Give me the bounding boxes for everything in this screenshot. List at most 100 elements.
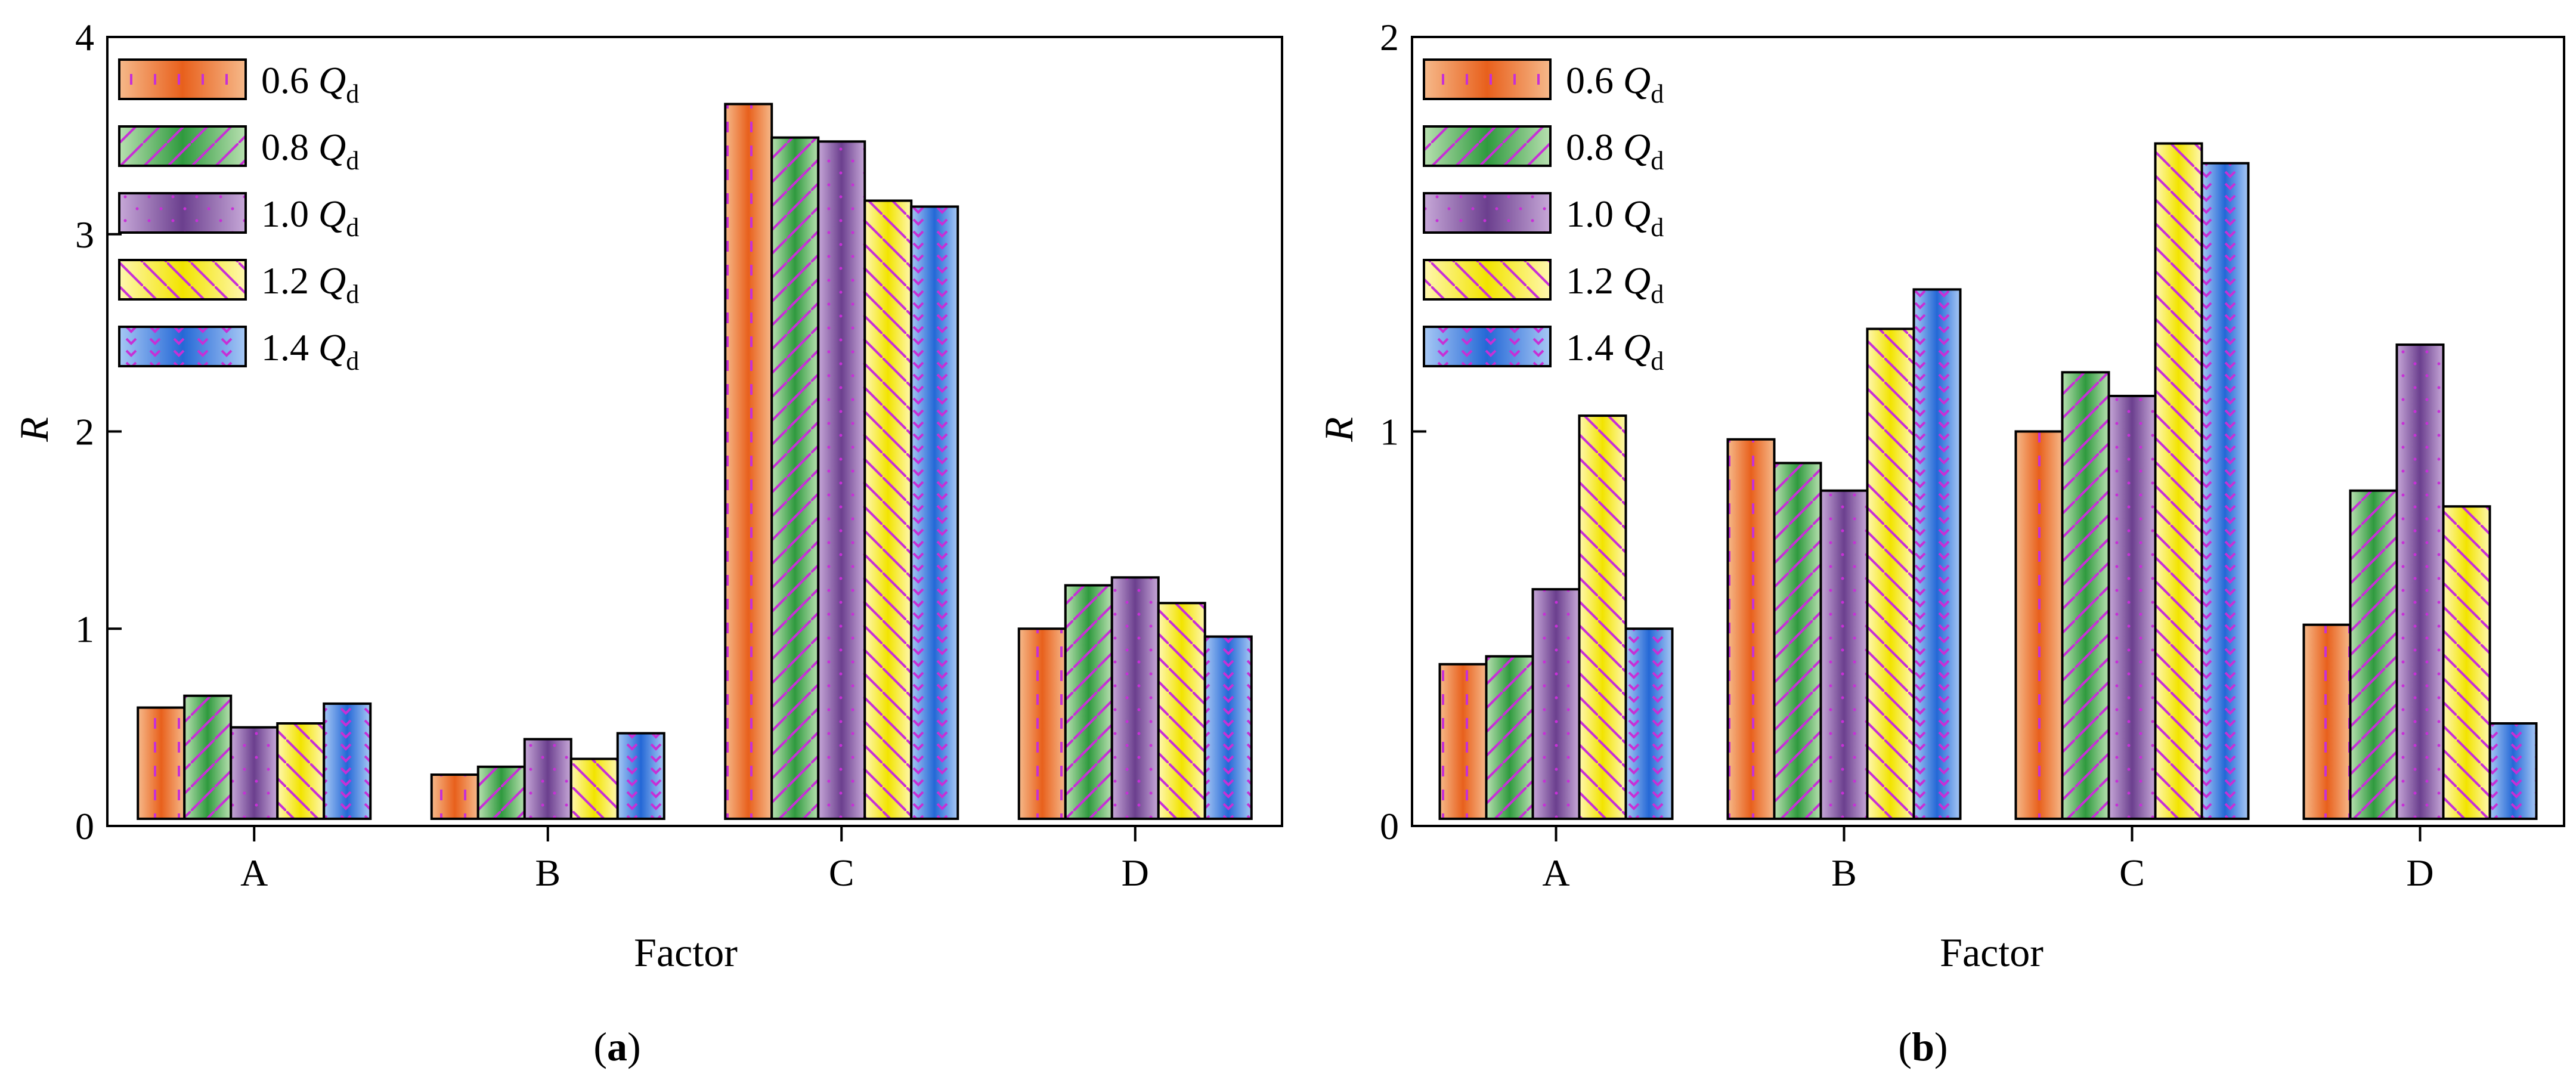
bar-outline bbox=[1912, 288, 1962, 820]
legend-swatch bbox=[118, 192, 247, 234]
legend-label: 1.2 Qd bbox=[261, 259, 359, 309]
legend-swatch bbox=[1423, 192, 1552, 234]
y-tick-label: 2 bbox=[1380, 16, 1399, 58]
panel-a: 0 1 2 3 4 A B C D Factor R 0.6 Qd 0.8 Qd 1.0 Qd 1.2 Qd… bbox=[11, 16, 1283, 1069]
legend-label: 1.4 Qd bbox=[261, 326, 359, 376]
bar-outline bbox=[2442, 505, 2491, 820]
bar-outline bbox=[1485, 655, 1534, 821]
bar-outline bbox=[616, 732, 665, 820]
legend-label: 1.0 Qd bbox=[261, 193, 359, 242]
bar-b-C-s1 bbox=[2061, 371, 2110, 820]
bar-outline bbox=[724, 103, 773, 821]
bar-a-B-s0 bbox=[430, 773, 479, 821]
bar-outline bbox=[430, 773, 479, 821]
bar-a-C-s4 bbox=[910, 205, 959, 821]
bar-b-B-s1 bbox=[1773, 462, 1822, 820]
bar-b-B-s4 bbox=[1912, 288, 1962, 820]
legend-item-4: 1.4 Qd bbox=[1423, 326, 1664, 376]
bar-outline bbox=[2200, 162, 2250, 820]
bar-b-B-s2 bbox=[1819, 489, 1869, 820]
y-tick-label: 1 bbox=[75, 608, 94, 650]
bar-outline bbox=[1773, 462, 1822, 820]
bar-b-A-s2 bbox=[1531, 588, 1581, 820]
bar-a-A-s3 bbox=[276, 722, 326, 821]
legend-swatch bbox=[118, 125, 247, 167]
panel-b: 0 1 2 A B C D Factor R 0.6 Qd 0.8 Qd 1.0 Qd 1.2 Qd 1.… bbox=[1316, 16, 2565, 1069]
bar-b-A-s3 bbox=[1578, 414, 1627, 820]
x-tick-label: A bbox=[240, 852, 268, 894]
bar-b-D-s3 bbox=[2442, 505, 2491, 820]
bar-a-B-s1 bbox=[476, 765, 526, 821]
y-axis-title: R bbox=[11, 417, 57, 442]
bar-outline bbox=[910, 205, 959, 821]
legend-item-0: 0.6 Qd bbox=[118, 58, 359, 109]
x-axis-title: Factor bbox=[634, 930, 738, 975]
bar-outline bbox=[230, 726, 279, 820]
panel-caption: (a) bbox=[593, 1024, 640, 1069]
bar-outline bbox=[2302, 623, 2352, 820]
bar-outline bbox=[476, 765, 526, 821]
bar-outline bbox=[1157, 602, 1206, 820]
bar-a-C-s3 bbox=[863, 199, 913, 821]
bar-outline bbox=[2488, 722, 2538, 821]
legend-label: 1.2 Qd bbox=[1566, 259, 1664, 309]
x-tick-label: D bbox=[2406, 852, 2433, 894]
legend-swatch bbox=[1423, 326, 1552, 367]
legend-swatch bbox=[118, 259, 247, 301]
bar-outline bbox=[1624, 627, 1674, 820]
legend-swatch bbox=[118, 326, 247, 367]
bar-outline bbox=[2014, 430, 2064, 820]
bar-a-A-s0 bbox=[137, 706, 186, 821]
bar-b-D-s2 bbox=[2395, 343, 2445, 820]
y-tick-label: 0 bbox=[75, 805, 94, 847]
y-tick-label: 3 bbox=[75, 213, 94, 256]
bar-outline bbox=[1578, 414, 1627, 820]
legend-label: 0.8 Qd bbox=[1566, 126, 1664, 175]
legend-item-2: 1.0 Qd bbox=[118, 192, 359, 242]
bar-b-C-s2 bbox=[2107, 394, 2157, 820]
bar-b-B-s0 bbox=[1726, 438, 1776, 820]
bar-a-A-s2 bbox=[230, 726, 279, 820]
x-tick-label: B bbox=[535, 852, 561, 894]
bar-outline bbox=[770, 136, 820, 820]
legend-label: 1.4 Qd bbox=[1566, 326, 1664, 376]
bar-a-D-s3 bbox=[1157, 602, 1206, 820]
legend-swatch bbox=[1423, 259, 1552, 301]
legend-item-3: 1.2 Qd bbox=[1423, 259, 1664, 309]
y-tick-label: 1 bbox=[1380, 411, 1399, 453]
bar-outline bbox=[183, 694, 233, 820]
legend-item-4: 1.4 Qd bbox=[118, 326, 359, 376]
bar-b-B-s3 bbox=[1866, 327, 1915, 820]
bar-outline bbox=[1110, 576, 1160, 820]
bar-a-B-s2 bbox=[523, 738, 572, 820]
bar-outline bbox=[1438, 663, 1488, 821]
legend-item-3: 1.2 Qd bbox=[118, 259, 359, 309]
x-tick-label: B bbox=[1831, 852, 1857, 894]
bar-outline bbox=[1819, 489, 1869, 820]
bar-b-A-s4 bbox=[1624, 627, 1674, 820]
x-axis-title: Factor bbox=[1940, 930, 2044, 975]
panel-caption: (b) bbox=[1898, 1024, 1948, 1069]
bar-outline bbox=[2107, 394, 2157, 820]
legend-item-1: 0.8 Qd bbox=[118, 125, 359, 175]
bar-a-A-s4 bbox=[323, 702, 372, 821]
y-axis-title: R bbox=[1316, 417, 1361, 442]
legend-item-0: 0.6 Qd bbox=[1423, 58, 1664, 109]
bar-b-D-s1 bbox=[2349, 489, 2398, 820]
bar-a-C-s1 bbox=[770, 136, 820, 820]
legend-label: 1.0 Qd bbox=[1566, 193, 1664, 242]
bar-outline bbox=[2395, 343, 2445, 820]
bar-a-D-s2 bbox=[1110, 576, 1160, 820]
bar-b-A-s0 bbox=[1438, 663, 1488, 821]
bar-a-D-s4 bbox=[1203, 635, 1253, 820]
y-tick-label: 4 bbox=[75, 16, 94, 58]
bar-outline bbox=[1531, 588, 1581, 820]
bar-outline bbox=[2061, 371, 2110, 820]
bar-a-A-s1 bbox=[183, 694, 233, 820]
bar-b-D-s4 bbox=[2488, 722, 2538, 821]
x-tick-label: C bbox=[829, 852, 854, 894]
legend-swatch bbox=[118, 58, 247, 100]
bar-b-D-s0 bbox=[2302, 623, 2352, 820]
bar-outline bbox=[863, 199, 913, 821]
